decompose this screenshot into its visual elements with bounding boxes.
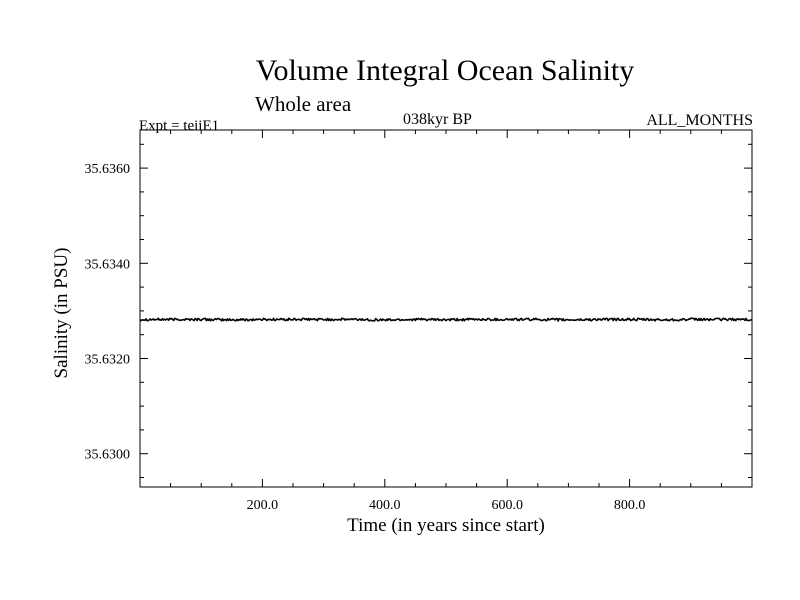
salinity-series-line <box>139 317 753 322</box>
y-tick-label: 35.6300 <box>85 448 131 463</box>
period-label: 038kyr BP <box>403 111 472 128</box>
y-tick-label: 35.6340 <box>85 257 131 272</box>
x-tick-label: 600.0 <box>491 498 523 513</box>
y-axis-label: Salinity (in PSU) <box>51 247 72 379</box>
x-tick-label: 200.0 <box>247 498 279 513</box>
plot-frame <box>139 129 753 488</box>
chart-subtitle: Whole area <box>255 92 352 116</box>
months-label: ALL_MONTHS <box>646 112 753 129</box>
x-tick-label: 400.0 <box>369 498 401 513</box>
x-tick-label: 800.0 <box>614 498 646 513</box>
y-tick-label: 35.6320 <box>85 352 131 367</box>
chart-title: Volume Integral Ocean Salinity <box>255 54 635 87</box>
x-axis-label: Time (in years since start) <box>347 515 545 536</box>
y-tick-label: 35.6360 <box>85 162 131 177</box>
